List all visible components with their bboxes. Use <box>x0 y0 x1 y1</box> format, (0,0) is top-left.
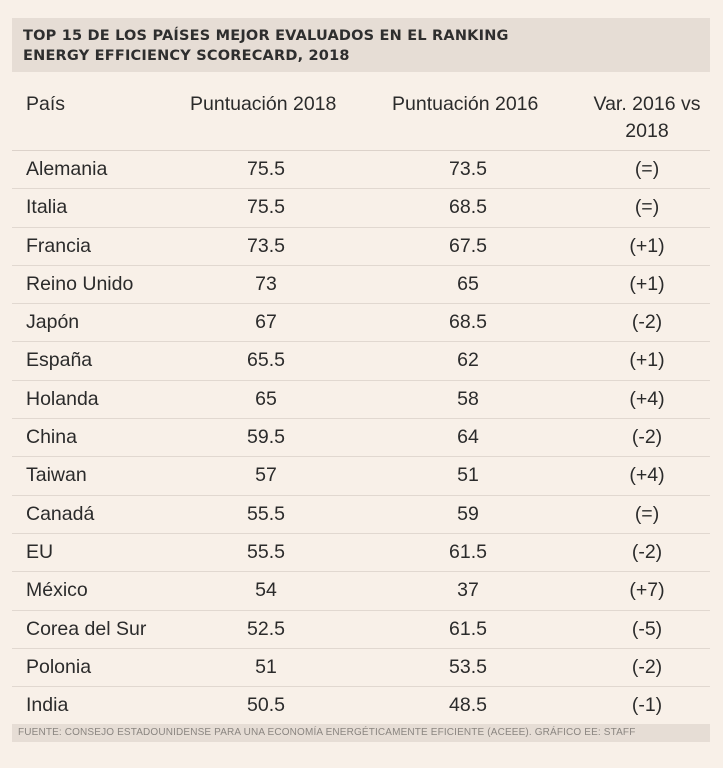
score-2016-cell: 67.5 <box>449 234 487 257</box>
variation-cell: (-2) <box>631 540 663 563</box>
table-row: Corea del Sur 52.5 61.5 (-5) <box>12 611 710 649</box>
score-2016-cell: 68.5 <box>449 311 487 334</box>
score-2016-cell: 62 <box>457 349 479 372</box>
variation-cell: (+4) <box>629 387 665 410</box>
score-2016-cell: 61.5 <box>449 617 487 640</box>
variation-cell: (=) <box>634 196 660 219</box>
score-2016-cell: 37 <box>457 579 479 602</box>
country-cell: Taiwan <box>26 464 87 487</box>
score-2018-cell: 73.5 <box>247 234 285 257</box>
variation-cell: (+1) <box>629 272 665 295</box>
score-2018-cell: 67 <box>255 311 277 334</box>
title-line-2: ENERGY EFFICIENCY SCORECARD, 2018 <box>23 48 350 64</box>
variation-cell: (-2) <box>631 655 663 678</box>
table-row: Reino Unido 73 65 (+1) <box>12 266 710 305</box>
country-cell: México <box>26 579 88 602</box>
country-cell: Canadá <box>26 502 95 525</box>
variation-cell: (-2) <box>631 311 663 334</box>
score-2018-cell: 55.5 <box>247 502 285 525</box>
header-score-2018: Puntuación 2018 <box>190 93 337 115</box>
score-2018-cell: 65.5 <box>247 349 285 372</box>
country-cell: Corea del Sur <box>26 617 147 640</box>
variation-cell: (+1) <box>629 349 665 372</box>
score-2016-cell: 64 <box>457 426 479 449</box>
score-2016-cell: 65 <box>457 272 479 295</box>
country-cell: India <box>26 694 69 717</box>
table-row: EU 55.5 61.5 (-2) <box>12 534 710 573</box>
score-2018-cell: 75.5 <box>247 196 285 219</box>
country-cell: EU <box>26 540 54 563</box>
score-2016-cell: 68.5 <box>449 196 487 219</box>
country-cell: Italia <box>26 196 68 219</box>
country-cell: Francia <box>26 234 92 257</box>
score-2016-cell: 53.5 <box>449 655 487 678</box>
table-body: Alemania 75.5 73.5 (=) Italia 75.5 68.5 (=) Fran… <box>12 151 710 726</box>
score-2018-cell: 59.5 <box>247 426 285 449</box>
country-cell: Reino Unido <box>26 272 134 295</box>
score-2018-cell: 55.5 <box>247 540 285 563</box>
country-cell: China <box>26 426 77 449</box>
variation-cell: (-5) <box>631 617 663 640</box>
header-variation-line-1: Var. 2016 vs <box>593 93 701 115</box>
header-variation: Var. 2016 vs 2018 <box>592 91 702 145</box>
table-row: China 59.5 64 (-2) <box>12 419 710 458</box>
country-cell: Japón <box>26 311 80 334</box>
score-2018-cell: 57 <box>255 464 277 487</box>
score-2016-cell: 73.5 <box>449 158 487 180</box>
source-footer: FUENTE: CONSEJO ESTADOUNIDENSE PARA UNA … <box>12 724 710 742</box>
header-score-2016: Puntuación 2016 <box>392 93 539 115</box>
variation-cell: (=) <box>634 158 660 180</box>
table-row: Taiwan 57 51 (+4) <box>12 457 710 496</box>
table-row: México 54 37 (+7) <box>12 572 710 611</box>
ranking-table: País Puntuación 2018 Puntuación 2016 Var… <box>12 82 710 726</box>
variation-cell: (=) <box>634 502 660 525</box>
title-box: TOP 15 DE LOS PAÍSES MEJOR EVALUADOS EN … <box>12 18 710 72</box>
score-2016-cell: 48.5 <box>449 694 487 717</box>
variation-cell: (+7) <box>629 579 665 602</box>
country-cell: Polonia <box>26 655 92 678</box>
table-row: Holanda 65 58 (+4) <box>12 381 710 420</box>
table-row: Italia 75.5 68.5 (=) <box>12 189 710 228</box>
table-row: Japón 67 68.5 (-2) <box>12 304 710 343</box>
country-cell: Alemania <box>26 158 108 180</box>
score-2018-cell: 51 <box>255 655 277 678</box>
table-header-row: País Puntuación 2018 Puntuación 2016 Var… <box>12 82 710 151</box>
score-2016-cell: 61.5 <box>449 540 487 563</box>
score-2018-cell: 54 <box>255 579 277 602</box>
table-row: España 65.5 62 (+1) <box>12 342 710 381</box>
table-row: Francia 73.5 67.5 (+1) <box>12 228 710 266</box>
variation-cell: (+4) <box>629 464 665 487</box>
variation-cell: (-2) <box>631 426 663 449</box>
score-2016-cell: 51 <box>457 464 479 487</box>
variation-cell: (+1) <box>629 234 665 257</box>
score-2018-cell: 52.5 <box>247 617 285 640</box>
table-row: Alemania 75.5 73.5 (=) <box>12 151 710 190</box>
score-2018-cell: 50.5 <box>247 694 285 717</box>
score-2018-cell: 75.5 <box>247 158 285 180</box>
title-line-1: TOP 15 DE LOS PAÍSES MEJOR EVALUADOS EN … <box>23 28 509 44</box>
table-row: Canadá 55.5 59 (=) <box>12 496 710 534</box>
score-2018-cell: 73 <box>255 272 277 295</box>
country-cell: Holanda <box>26 387 99 410</box>
score-2016-cell: 58 <box>457 387 479 410</box>
header-country: País <box>26 93 66 115</box>
header-variation-line-2: 2018 <box>625 120 669 142</box>
table-row: Polonia 51 53.5 (-2) <box>12 649 710 688</box>
country-cell: España <box>26 349 93 372</box>
score-2016-cell: 59 <box>457 502 479 525</box>
variation-cell: (-1) <box>631 694 663 717</box>
score-2018-cell: 65 <box>255 387 277 410</box>
table-row: India 50.5 48.5 (-1) <box>12 687 710 726</box>
